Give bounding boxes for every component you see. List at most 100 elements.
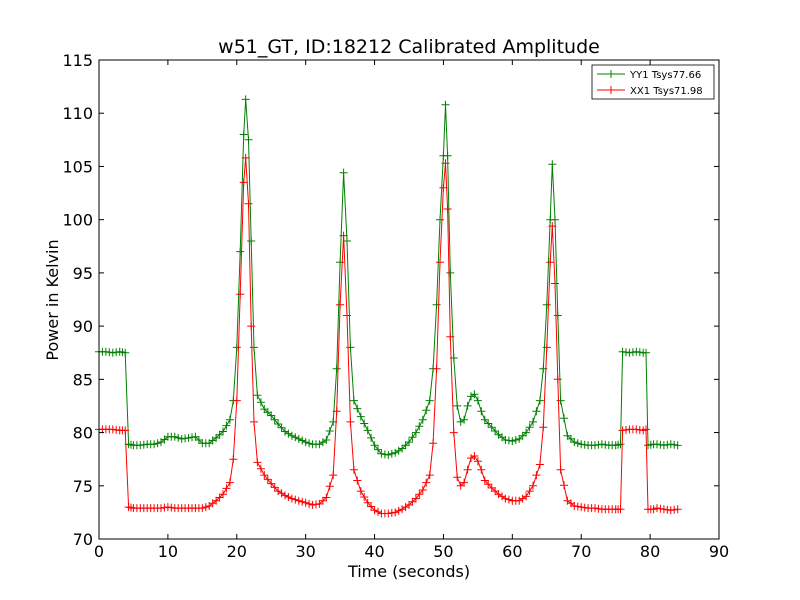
data-point-marker (529, 417, 537, 426)
data-point-marker (436, 258, 444, 267)
x-axis-ticks: 0 10 20 30 40 50 60 70 80 90 (94, 60, 729, 561)
data-point-marker (318, 438, 327, 447)
data-point-marker (363, 498, 372, 507)
data-point-marker (566, 434, 575, 443)
data-point-marker (432, 364, 441, 373)
data-point-marker (325, 482, 334, 491)
data-point-marker (425, 396, 434, 405)
data-point-marker (184, 433, 193, 442)
data-point-marker (418, 415, 427, 424)
data-point-marker (201, 503, 210, 512)
data-point-marker (236, 290, 245, 299)
data-point-marker (504, 495, 513, 504)
data-point-marker (270, 483, 279, 492)
x-tick-label: 20 (227, 542, 247, 561)
x-tick-label: 80 (640, 542, 660, 561)
data-point-marker (241, 95, 250, 104)
data-point-marker (384, 450, 393, 459)
data-point-marker (560, 414, 568, 423)
data-point-marker (542, 343, 551, 352)
data-point-marker (491, 487, 500, 496)
data-point-marker (551, 215, 559, 224)
data-point-marker (256, 464, 265, 473)
data-point-marker (222, 421, 231, 430)
data-point-marker (236, 247, 245, 256)
data-point-marker (284, 493, 293, 501)
data-point-marker (232, 343, 241, 352)
data-point-marker (394, 506, 403, 515)
data-point-marker (256, 398, 265, 407)
data-point-marker (391, 508, 400, 517)
x-tick-label: 50 (433, 542, 453, 561)
data-point-marker (247, 237, 256, 245)
series-0 (95, 95, 682, 459)
data-point-marker (405, 500, 413, 509)
data-point-marker (212, 433, 221, 442)
data-point-marker (360, 493, 369, 501)
data-point-marker (274, 487, 283, 496)
data-point-marker (398, 505, 407, 514)
data-point-marker (446, 268, 455, 277)
data-point-marker (370, 441, 379, 450)
data-point-marker (291, 495, 300, 504)
data-point-marker (222, 484, 231, 493)
data-point-marker (225, 415, 234, 424)
data-point-marker (432, 300, 441, 309)
data-point-marker (673, 441, 682, 450)
legend-marker-xx1 (607, 86, 615, 94)
data-point-marker (570, 438, 579, 447)
data-point-marker (653, 504, 661, 513)
data-point-marker (411, 494, 420, 503)
data-point-marker (546, 258, 555, 267)
data-point-marker (473, 457, 482, 466)
data-point-marker (336, 300, 345, 309)
data-point-marker (170, 432, 179, 441)
y-axis-ticks: 70 75 80 85 90 95 100 105 110 115 (62, 51, 719, 549)
data-point-marker (215, 493, 224, 502)
data-point-marker (305, 499, 314, 508)
data-point-marker (515, 434, 524, 443)
data-point-marker (305, 439, 314, 448)
data-point-marker (121, 348, 130, 357)
data-point-marker (267, 479, 276, 488)
data-point-marker (425, 471, 434, 480)
data-point-marker (322, 436, 331, 444)
y-tick-label: 90 (73, 317, 93, 336)
data-point-marker (443, 205, 452, 213)
data-point-marker (325, 427, 334, 435)
data-point-marker (318, 496, 327, 505)
data-point-marker (508, 437, 517, 446)
series-1 (95, 153, 682, 518)
x-tick-label: 40 (364, 542, 384, 561)
data-point-marker (616, 505, 625, 514)
data-point-marker (441, 100, 450, 109)
data-point-marker (294, 496, 303, 505)
data-point-marker (219, 427, 227, 436)
data-point-marker (367, 433, 376, 442)
data-point-marker (501, 494, 510, 503)
data-point-marker (487, 423, 496, 432)
data-point-marker (484, 480, 493, 489)
data-point-marker (443, 151, 452, 160)
data-point-marker (460, 478, 469, 487)
data-point-marker (322, 493, 331, 502)
data-point-marker (356, 487, 365, 496)
data-point-marker (480, 415, 489, 424)
data-point-marker (535, 396, 544, 405)
data-point-marker (329, 471, 338, 480)
x-tick-label: 70 (571, 542, 591, 561)
data-point-marker (343, 311, 351, 320)
x-tick-label: 0 (94, 542, 104, 561)
legend-label-yy1: YY1 Tsys77.66 (629, 70, 701, 81)
data-point-marker (215, 430, 224, 439)
legend-entry-xx1: XX1 Tsys71.98 (597, 86, 703, 97)
data-point-marker (229, 455, 238, 464)
data-point-marker (250, 417, 258, 426)
data-point-marker (367, 502, 376, 511)
data-point-marker (356, 412, 365, 421)
legend-entry-yy1: YY1 Tsys77.66 (597, 70, 701, 81)
data-point-marker (511, 436, 520, 444)
y-tick-label: 80 (73, 424, 93, 443)
